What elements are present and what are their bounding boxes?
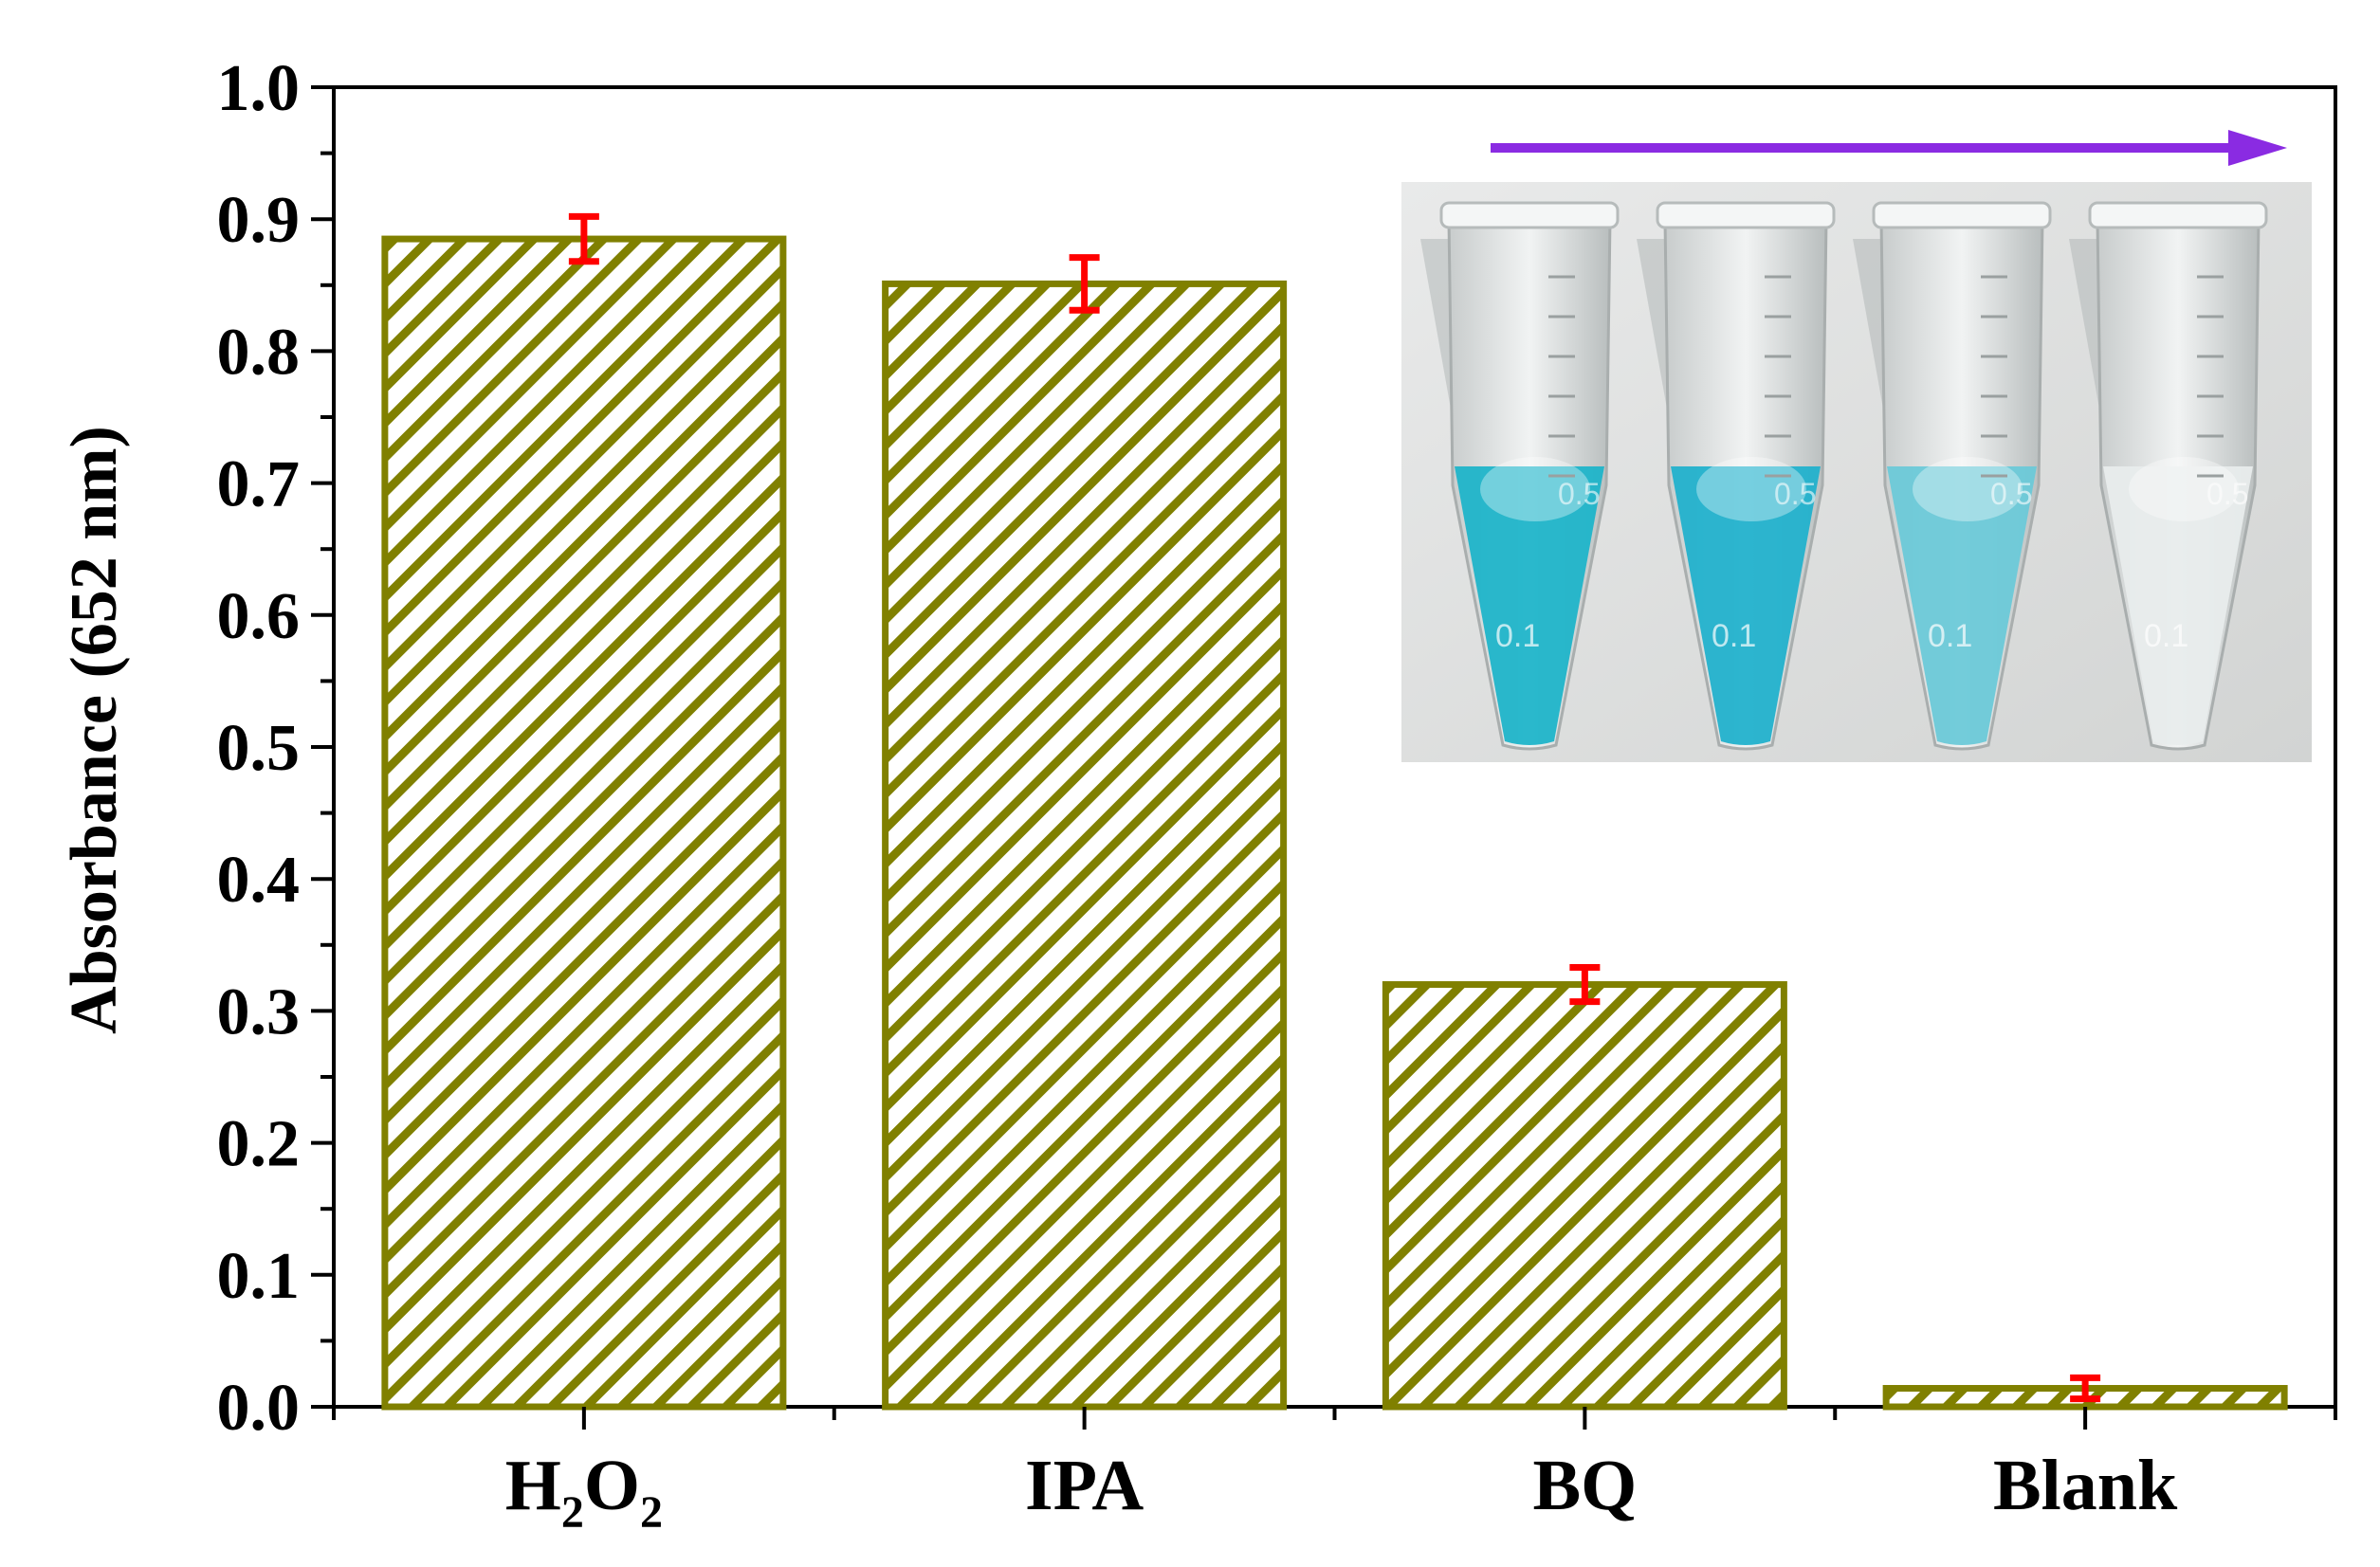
x-tick-label: IPA bbox=[1025, 1446, 1144, 1525]
y-tick-label: 0.2 bbox=[217, 1108, 301, 1181]
y-tick-label: 0.7 bbox=[217, 448, 301, 521]
y-tick-label: 0.1 bbox=[217, 1240, 301, 1313]
y-tick-label: 0.5 bbox=[217, 712, 301, 785]
inset-photo: 0.1 0.5 0.1 0.5 0.1 0.5 0.1 0.5 bbox=[1401, 130, 2312, 762]
x-axis-ticks: H2O2 IPA BQ Blank bbox=[332, 1407, 2337, 1538]
arrow-head-icon bbox=[2228, 130, 2287, 166]
y-tick-label: 0.0 bbox=[217, 1372, 301, 1445]
y-tick-label: 1.0 bbox=[217, 52, 301, 125]
test-tube: 0.1 0.5 bbox=[1853, 201, 2052, 751]
x-tick-label: Blank bbox=[1993, 1446, 2178, 1525]
tube-liquid bbox=[1455, 466, 1604, 745]
tube-label: 0.1 bbox=[1928, 618, 1972, 654]
tube-label: 0.1 bbox=[1712, 618, 1756, 654]
y-tick-label: 0.6 bbox=[217, 580, 301, 653]
tube-top-label: 0.5 bbox=[1774, 477, 1816, 511]
error-bars-group bbox=[568, 212, 2101, 1403]
y-axis-ticks: 0.0 0.1 0.2 0.3 0.4 0.5 0.6 0.7 0.8 0.9 1.0 bbox=[217, 52, 334, 1445]
tube-liquid bbox=[1671, 466, 1821, 745]
tube-label: 0.1 bbox=[2144, 618, 2188, 654]
test-tube: 0.1 0.5 bbox=[2069, 201, 2268, 751]
y-tick-label: 0.3 bbox=[217, 975, 301, 1048]
error-bar bbox=[2070, 1374, 2101, 1403]
x-tick-label: BQ bbox=[1532, 1446, 1637, 1525]
y-tick-label: 0.8 bbox=[217, 316, 301, 389]
bar bbox=[1382, 981, 1787, 1411]
bar bbox=[381, 235, 787, 1411]
x-tick-label: H2O2 bbox=[505, 1446, 663, 1538]
error-bar bbox=[568, 212, 599, 265]
tube-top-label: 0.5 bbox=[1558, 477, 1600, 511]
tube-liquid bbox=[2103, 466, 2253, 745]
test-tube: 0.1 0.5 bbox=[1420, 201, 1620, 751]
tube-top-label: 0.5 bbox=[1990, 477, 2032, 511]
tube-liquid bbox=[1887, 466, 2037, 745]
error-bar bbox=[1569, 963, 1601, 1006]
y-tick-label: 0.9 bbox=[217, 184, 301, 257]
error-bar bbox=[1069, 254, 1100, 314]
y-tick-label: 0.4 bbox=[217, 844, 301, 917]
tube-label: 0.1 bbox=[1495, 618, 1540, 654]
test-tube: 0.1 0.5 bbox=[1637, 201, 1836, 751]
bar bbox=[882, 280, 1288, 1411]
tube-top-label: 0.5 bbox=[2206, 477, 2248, 511]
y-axis-label: Absorbance (652 nm) bbox=[58, 426, 131, 1034]
